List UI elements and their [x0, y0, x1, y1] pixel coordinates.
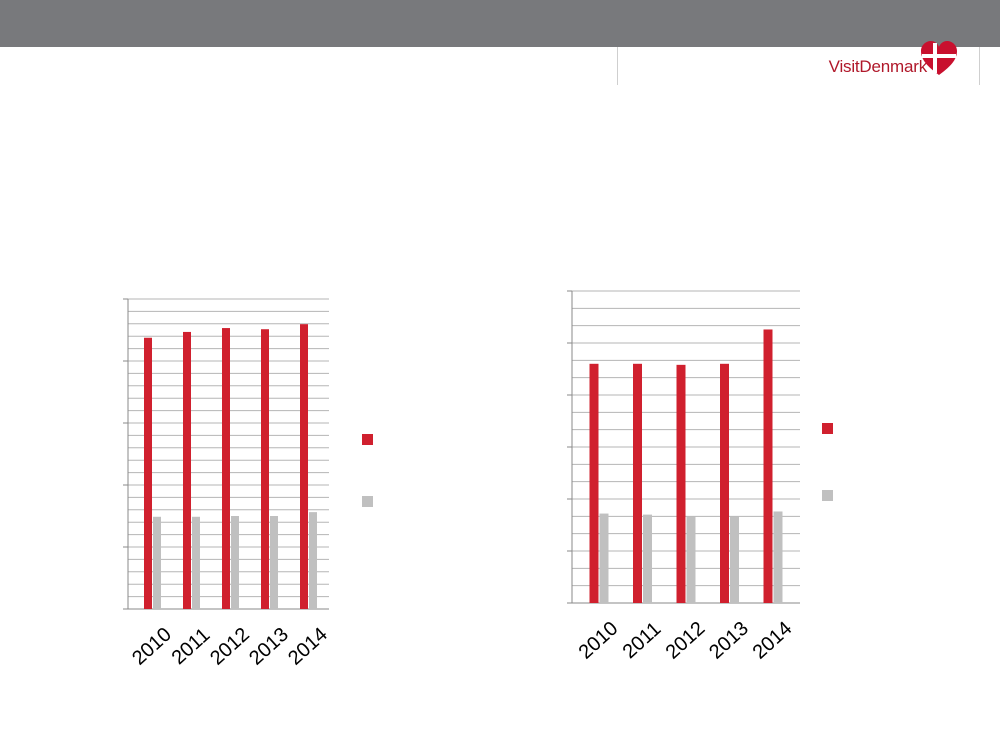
- x-tick-label-2012: 2012: [662, 617, 710, 663]
- legend-marker-series-1: [362, 434, 373, 445]
- bar-2011-series-1: [633, 363, 642, 603]
- header-bar: [0, 0, 1000, 47]
- bar-2010-series-2: [153, 516, 161, 609]
- legend-marker-series-1: [822, 423, 833, 434]
- bar-2014-series-1: [300, 324, 308, 609]
- bar-2013-series-2: [730, 516, 739, 603]
- x-tick-label-2011: 2011: [619, 618, 666, 663]
- bar-2012-series-2: [686, 516, 696, 603]
- bar-2010-series-1: [144, 337, 152, 609]
- bar-2013-series-2: [270, 516, 278, 609]
- bar-2011-series-2: [643, 514, 652, 603]
- bar-2013-series-1: [261, 329, 269, 609]
- bar-2010-series-1: [589, 363, 599, 603]
- x-tick-label-2010: 2010: [575, 617, 623, 663]
- x-tick-label-2013: 2013: [705, 617, 753, 663]
- bar-2011-series-2: [192, 516, 200, 609]
- legend-marker-series-2: [822, 490, 833, 501]
- bar-2014-series-1: [763, 329, 773, 603]
- bar-2014-series-2: [773, 511, 783, 603]
- x-tick-label-2014: 2014: [749, 617, 797, 663]
- legend-marker-series-2: [362, 496, 373, 507]
- bar-2012-series-1: [222, 328, 230, 609]
- bar-2012-series-2: [231, 516, 239, 609]
- brand-logo-text: VisitDenmark: [828, 57, 928, 76]
- bar-2013-series-1: [720, 363, 729, 603]
- bar-2010-series-2: [599, 513, 609, 603]
- logo-area: VisitDenmark: [617, 41, 980, 85]
- heart-logo-icon: [921, 41, 957, 75]
- bar-2011-series-1: [183, 331, 191, 609]
- bar-2014-series-2: [309, 512, 317, 609]
- bar-2012-series-1: [676, 364, 686, 603]
